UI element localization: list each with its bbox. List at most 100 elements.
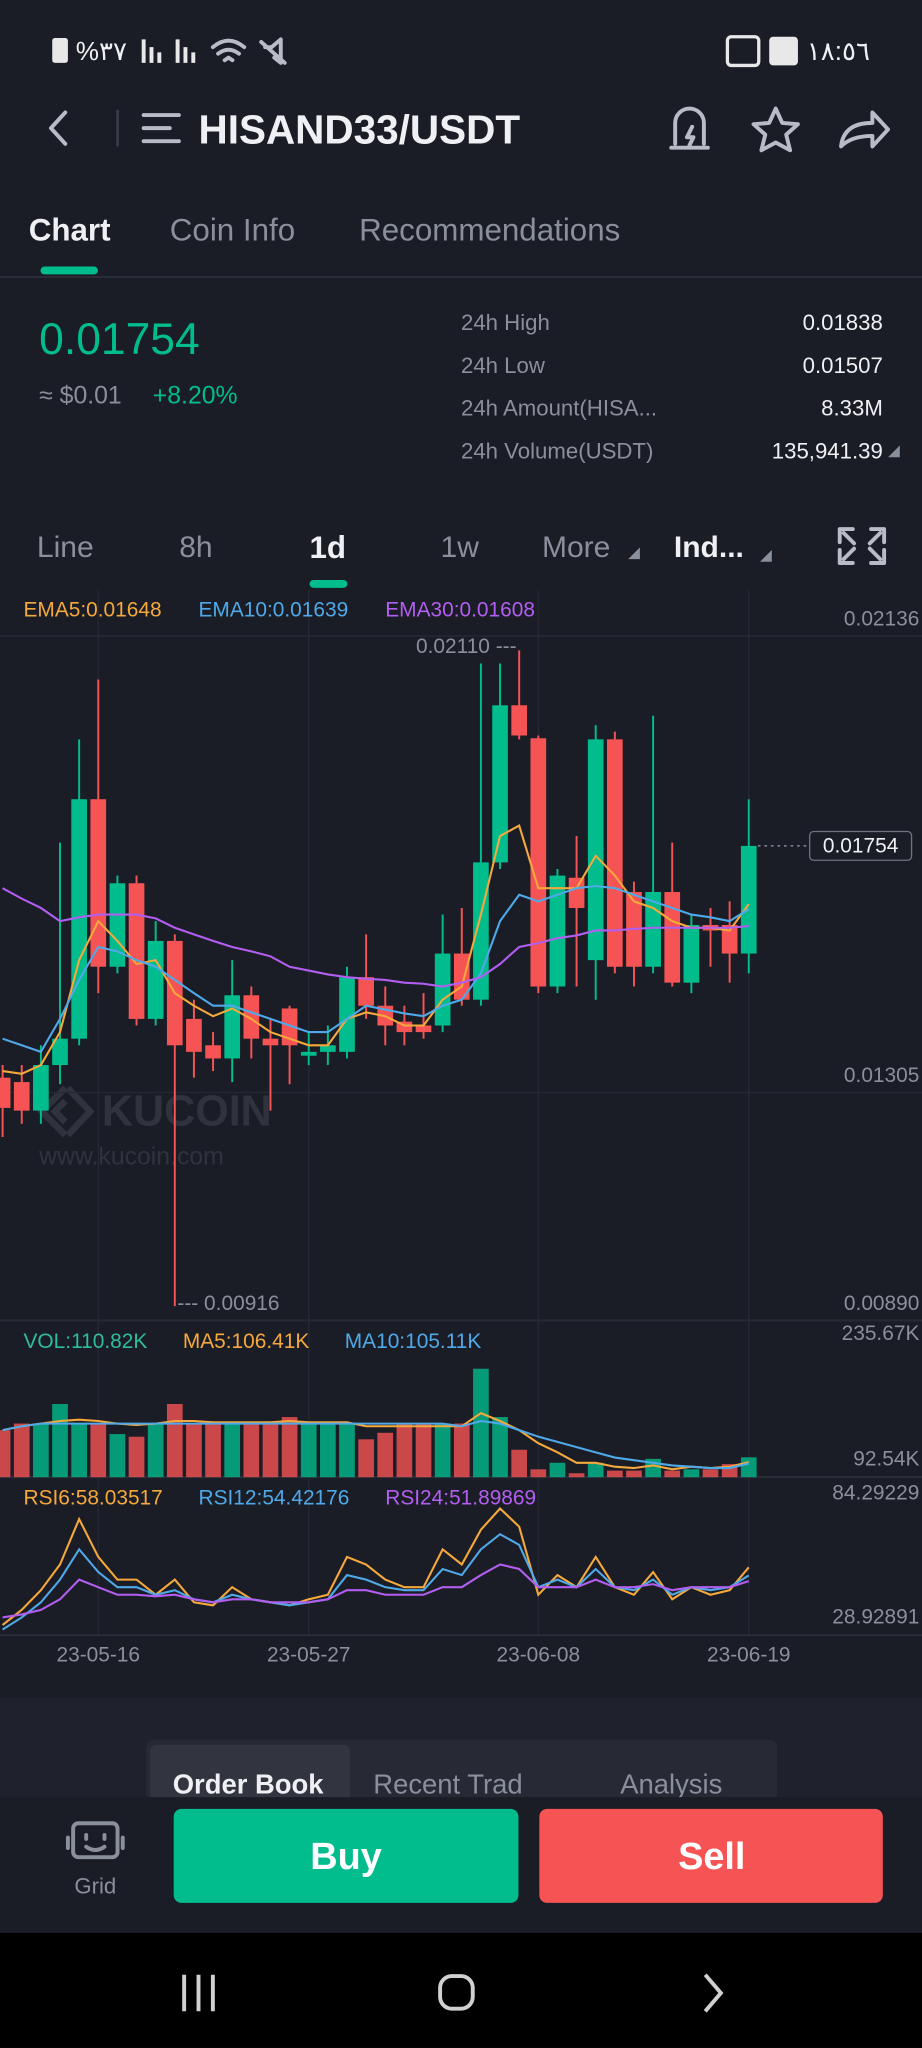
stat-label: 24h Volume(USDT) [461,438,653,463]
volume-bar [549,1462,566,1478]
interval[interactable]: More [542,531,610,564]
candle-body [683,924,700,983]
candle-body [549,875,566,987]
stat-value: 8.33M [821,396,883,421]
y-tick-label: 92.54K [853,1447,919,1470]
candle-body [281,1008,298,1046]
volume-bar [281,1417,298,1478]
volume-bar [568,1473,585,1478]
sell-button[interactable] [539,1808,883,1903]
stats: 24h High 0.01838 24h Low 0.01507 24h Amount(… [461,310,883,463]
back-nav-button[interactable] [703,1973,724,2013]
x-tick-label: 23-06-08 [497,1643,581,1666]
candle-body [262,1038,279,1046]
candle-body [300,1051,317,1056]
min-marker: --- 0.00916 [177,1292,279,1315]
candle-body [52,1038,68,1066]
interval[interactable]: 8h [179,531,212,564]
legend-entry: RSI12:54.42176 [199,1487,350,1510]
recents-button[interactable] [182,1974,215,2012]
volume-bar [740,1457,757,1478]
translate-icon [725,35,761,68]
grid-label[interactable]: Grid [74,1873,116,1898]
ema-line [2,887,749,988]
dropdown-arrow [628,547,640,560]
y-tick-label: 235.67K [842,1322,920,1345]
watermark: www.kucoin.com [38,1144,224,1171]
y-tick-label: 28.92891 [832,1605,919,1628]
volume-bar [90,1423,107,1478]
volume-bar [109,1434,126,1478]
dropdown-arrow [760,549,772,562]
candle-body [0,1077,11,1108]
candle-body [320,1045,336,1052]
grid-icon-face [65,1833,125,1852]
wifi-icon [210,38,247,63]
candle-body [415,1025,432,1033]
tab[interactable]: Chart [29,212,111,247]
menu-button[interactable] [141,113,181,144]
candle-body [339,977,355,1052]
stat-label: 24h Low [461,353,546,378]
candle-body [587,739,604,961]
buy-label[interactable]: Buy [310,1836,382,1878]
back-button[interactable] [48,110,68,146]
volume-bar [262,1423,279,1478]
ema-line [2,884,750,1054]
share-button[interactable] [839,110,891,149]
stat-value: 135,941.39 [772,438,883,463]
volume-bar [71,1423,87,1478]
alert-button[interactable] [669,106,710,150]
clock: ١٨:٥٦ [807,36,870,66]
candle-body [186,1018,202,1052]
volume-bar [453,1423,470,1478]
order-tab[interactable]: Analysis [620,1769,722,1800]
tab[interactable]: Coin Info [170,212,295,247]
volume-bar [0,1430,11,1478]
grid-icon[interactable] [71,1821,120,1860]
candle-body [434,953,451,1026]
tab[interactable]: Recommendations [359,212,620,247]
volume-bar [607,1470,623,1478]
volume-bar [702,1469,719,1478]
last-price-label: 0.01754 [823,834,898,857]
legend-entry: EMA30:0.01608 [385,599,535,622]
sell-label[interactable]: Sell [678,1836,745,1878]
volume-bar [300,1423,317,1478]
battery-icon [52,38,68,63]
order-tab[interactable]: Recent Trad [373,1769,522,1800]
candle-body [13,1082,30,1111]
candle-body [607,739,623,967]
volume-bar [587,1462,604,1478]
legend-entry: MA10:105.11K [345,1330,482,1353]
candle-body [492,705,508,863]
candle-body [358,977,374,1006]
indicators[interactable]: Ind... [674,531,744,564]
volume-bar [205,1423,221,1478]
volume-bar [339,1423,355,1478]
fiat-price: ≈ $0.01 [39,382,122,409]
legend-entry: EMA10:0.01639 [199,599,349,622]
interval[interactable]: 1d [310,530,347,565]
interval[interactable]: 1w [441,531,480,564]
volume-bar [664,1470,681,1478]
x-tick-label: 23-05-16 [56,1643,140,1666]
max-marker: 0.02110 --- [416,635,517,658]
mute-icon [259,37,287,65]
order-tab[interactable]: Order Book [173,1769,325,1800]
fullscreen-button[interactable] [837,527,887,565]
candle-body [530,738,547,987]
volume-bar [683,1469,700,1478]
volume-bar [33,1423,49,1478]
candle-body [721,924,738,954]
home-button[interactable] [438,1974,475,2011]
volume-bar [530,1469,547,1478]
buy-button[interactable] [173,1808,519,1903]
battery-text: %٣٧ [76,36,127,66]
interval-indicator [309,579,348,588]
legend-entry: MA5:106.41K [183,1330,310,1353]
volume-ma-line [2,1419,750,1470]
candle-body [396,1021,413,1033]
favorite-button[interactable] [751,106,800,153]
interval[interactable]: Line [37,531,94,564]
